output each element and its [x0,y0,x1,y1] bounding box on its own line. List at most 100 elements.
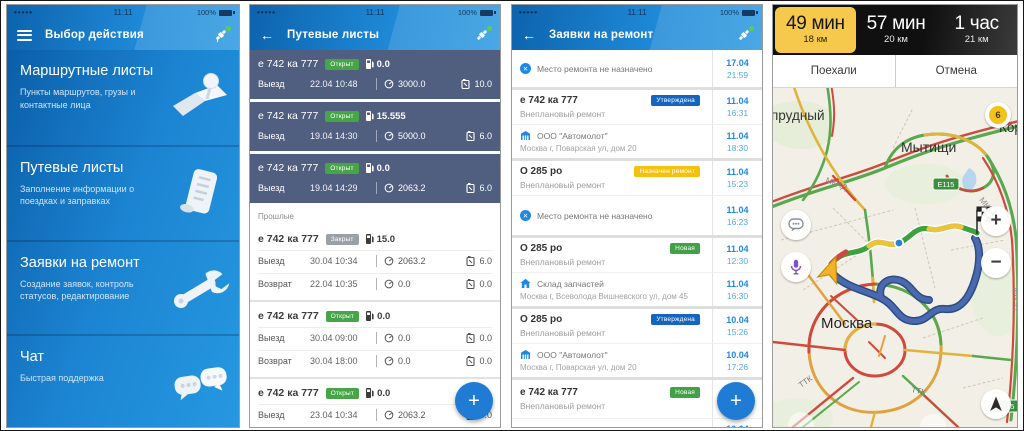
gps-online-dot [487,26,492,31]
header-area: ••••• 11:11 100% ← Заявки на ремонт [512,5,762,50]
odometer-value: 3000.0 [384,79,426,89]
repair-type: Внеплановый ремонт [520,257,606,267]
status-badge: Открыт [325,110,359,122]
route-time: 49 мин [785,13,845,35]
trip-datetime: 30.04 09:00 [310,333,358,343]
vehicle-plate: е 742 ка 777 [258,387,319,399]
divider [376,78,377,90]
route-option-1[interactable]: 49 мин 18 км [775,7,856,53]
waybill-card[interactable]: е 742 ка 777 Открыт 0.0 Выезд 19.04 14:2… [250,154,500,203]
place-name: ООО "Автомолот" [537,130,608,141]
menu-item-waybills[interactable]: Путевые листы Заполнение информации о по… [7,144,239,240]
status-badge: Открыт [325,310,360,322]
waybill-line: Возврат 23.04 10:34 0.0 [258,427,492,428]
request-time: 16:31 [726,108,749,118]
trip-label: Выезд [258,333,285,343]
menu-item-title: Путевые листы [20,159,124,176]
voice-command-button[interactable] [781,252,811,282]
repair-card[interactable]: е 742 ка 777 Утверждена Внеплановый ремо… [512,90,762,158]
canister-icon [461,79,471,89]
request-dates: 11.04 18:30 [712,125,762,158]
fuel-issued-value: 0.0 [466,279,492,289]
add-waybill-fab[interactable]: + [455,382,493,420]
request-time: 15:23 [726,179,749,189]
zoom-in-button[interactable]: + [981,206,1011,236]
compass-button[interactable] [981,389,1011,419]
trip-datetime: 19.04 14:30 [310,131,358,141]
past-section-label: Прошлые [250,206,500,225]
waybill-line: Возврат 30.04 18:00 0.0 0.0 [258,350,492,371]
gps-satellite-icon[interactable] [213,26,231,43]
go-button[interactable]: Поехали [810,65,857,77]
traffic-level-button[interactable]: 6 [985,102,1011,128]
battery-indicator: 100% [458,8,496,17]
repair-card-partial[interactable]: ✕ Место ремонта не назначено 17.04 21:59 [512,50,762,87]
back-arrow-icon[interactable]: ← [260,27,274,43]
waybill-card[interactable]: е 742 ка 777 Открыт 15.555 Выезд 19.04 1… [250,102,500,151]
request-dates: 11.04 16:30 [712,273,762,306]
add-repair-request-fab[interactable]: + [717,382,755,420]
request-dates: 11.04 15:23 [712,161,762,195]
waybill-line: Выезд 30.04 09:00 0.0 0.0 [258,327,492,348]
menu-item-route-sheets[interactable]: Маршрутные листы Пункты маршрутов, грузы… [7,50,239,145]
repair-type: Внеплановый ремонт [520,401,606,411]
route-option-3[interactable]: 1 час 21 км [936,5,1017,55]
waybill-card[interactable]: е 742 ка 777 Открыт 0.0 Выезд 30.04 09:0… [250,302,500,379]
city-label-moscow: Москва [821,315,873,332]
back-arrow-icon[interactable]: ← [522,27,536,43]
fuel-issued-value: 0.0 [466,333,492,343]
fuel-amount: 0.0 [365,163,390,174]
cancel-button[interactable]: Отмена [894,55,1018,87]
request-time: 16:23 [726,216,749,227]
request-dates: 10.04 [712,419,762,428]
via-point-dot [895,239,903,247]
canister-icon [466,356,476,366]
repair-card[interactable]: О 285 ро Назначен ремонт Внеплановый рем… [512,161,762,235]
fuel-pump-icon [366,388,374,398]
repair-card[interactable]: О 285 ро Новая Внеплановый ремонт 11.04 … [512,238,762,306]
signal-icon: ••••• [257,8,277,17]
menu-item-subtitle: Быстрая поддержка [20,373,104,384]
north-arrow-icon [990,396,1002,411]
repair-type: Внеплановый ремонт [520,180,606,190]
trip-label: Выезд [258,79,285,89]
route-option-2[interactable]: 57 мин 20 км [856,5,937,55]
gps-satellite-icon[interactable] [736,26,754,43]
user-position-marker [816,255,838,286]
vehicle-plate: е 742 ка 777 [520,387,578,398]
request-date: 11.04 [726,130,749,141]
canister-icon [466,333,476,343]
chat-button[interactable] [781,210,811,240]
waybill-card[interactable]: е 742 ка 777 Открыт 0.0 Выезд 22.04 10:4… [250,50,500,99]
vehicle-plate: е 742 ка 777 [258,58,319,70]
menu-item-chat[interactable]: Чат Быстрая поддержка [7,334,239,427]
request-date: 11.04 [726,204,749,215]
waybill-line: Возврат 22.04 10:35 0.0 0.0 [258,273,492,294]
route-distance: 21 км [964,34,989,46]
odometer-value: 2063.2 [384,410,426,420]
status-badge: Новая [670,387,700,398]
request-date: 11.04 [726,167,749,177]
hamburger-menu-icon[interactable] [17,29,32,41]
city-label-dolgoprudny: прудный [773,108,825,123]
svg-text:E115: E115 [938,180,955,189]
gps-satellite-icon[interactable] [474,26,492,43]
request-date: 10.04 [726,424,749,428]
trip-datetime: 30.04 10:34 [310,256,358,266]
fuel-pump-icon [365,111,374,121]
vehicle-plate: е 742 ка 777 [258,233,319,245]
app-bar: Выбор действия [7,20,239,50]
no-place-text: Место ремонта не назначено [537,63,653,74]
alternative-route[interactable] [829,234,984,325]
map-canvas[interactable]: прудный Мытищи Кор Москва МКАД МКАД МКАД… [773,88,1017,427]
vehicle-plate: е 742 ка 777 [520,95,578,106]
battery-indicator: 100% [720,8,758,17]
zoom-out-button[interactable]: − [981,248,1011,278]
repair-card[interactable]: О 285 ро Утверждена Внеплановый ремонт 1… [512,309,762,377]
waybill-line: Выезд 30.04 10:34 2063.2 6.0 [258,250,492,271]
waybill-card[interactable]: е 742 ка 777 Закрыт 15.0 Выезд 30.04 10:… [250,225,500,302]
canister-icon [466,279,476,289]
request-dates: 11.04 16:23 [712,196,762,235]
menu-item-repair-requests[interactable]: Заявки на ремонт Создание заявок, контро… [7,239,239,335]
divider [376,182,377,194]
